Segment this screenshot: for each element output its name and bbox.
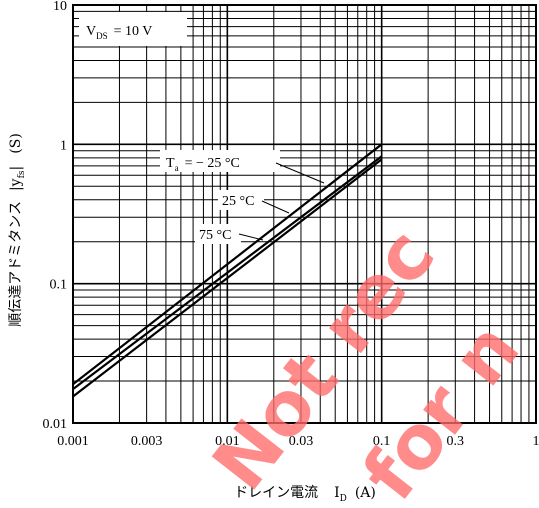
y-tick-label: 0.01 bbox=[43, 417, 68, 432]
leader-25 bbox=[261, 200, 290, 214]
condition-label: VDS = 10 V bbox=[86, 24, 152, 41]
x-tick-label: 0.003 bbox=[131, 434, 163, 449]
series-line-2 bbox=[72, 158, 383, 398]
series-lines bbox=[72, 143, 383, 398]
annotation-bg-25 bbox=[218, 190, 264, 210]
leader-ta-minus25 bbox=[275, 162, 325, 184]
leader-75 bbox=[238, 233, 264, 241]
y-tick-label: 1 bbox=[60, 138, 67, 153]
x-tick-label: 0.3 bbox=[447, 434, 465, 449]
x-tick-labels: 0.001 0.003 0.01 0.03 0.1 0.3 1 bbox=[57, 434, 539, 449]
series-line-1 bbox=[72, 155, 383, 390]
y-tick-label: 0.1 bbox=[50, 278, 68, 293]
y-axis-label: 順伝達アドミタンス|yfs|(S) bbox=[8, 133, 27, 327]
annotation-bg-ta bbox=[160, 150, 280, 172]
x-tick-label: 1 bbox=[533, 434, 539, 449]
y-tick-labels: 10 1 0.1 0.01 bbox=[43, 0, 68, 432]
annotation-bg-75 bbox=[195, 224, 241, 244]
series-line-0 bbox=[72, 143, 383, 386]
series-label-ta-minus25: Ta = − 25 °C bbox=[166, 156, 240, 173]
x-tick-label: 0.01 bbox=[215, 434, 240, 449]
svg-text:順伝達アドミタンス|yfs|(S): 順伝達アドミタンス|yfs|(S) bbox=[8, 133, 27, 327]
series-label-25: 25 °C bbox=[222, 194, 254, 209]
grid bbox=[72, 5, 536, 424]
x-tick-label: 0.03 bbox=[289, 434, 314, 449]
series-label-75: 75 °C bbox=[199, 228, 231, 243]
x-axis-label: ドレイン電流 ID (A) bbox=[234, 485, 376, 504]
y-tick-label: 10 bbox=[53, 0, 67, 14]
condition-box bbox=[79, 12, 187, 46]
plot-frame bbox=[72, 4, 537, 424]
x-tick-label: 0.001 bbox=[57, 434, 89, 449]
x-tick-label: 0.1 bbox=[373, 434, 391, 449]
